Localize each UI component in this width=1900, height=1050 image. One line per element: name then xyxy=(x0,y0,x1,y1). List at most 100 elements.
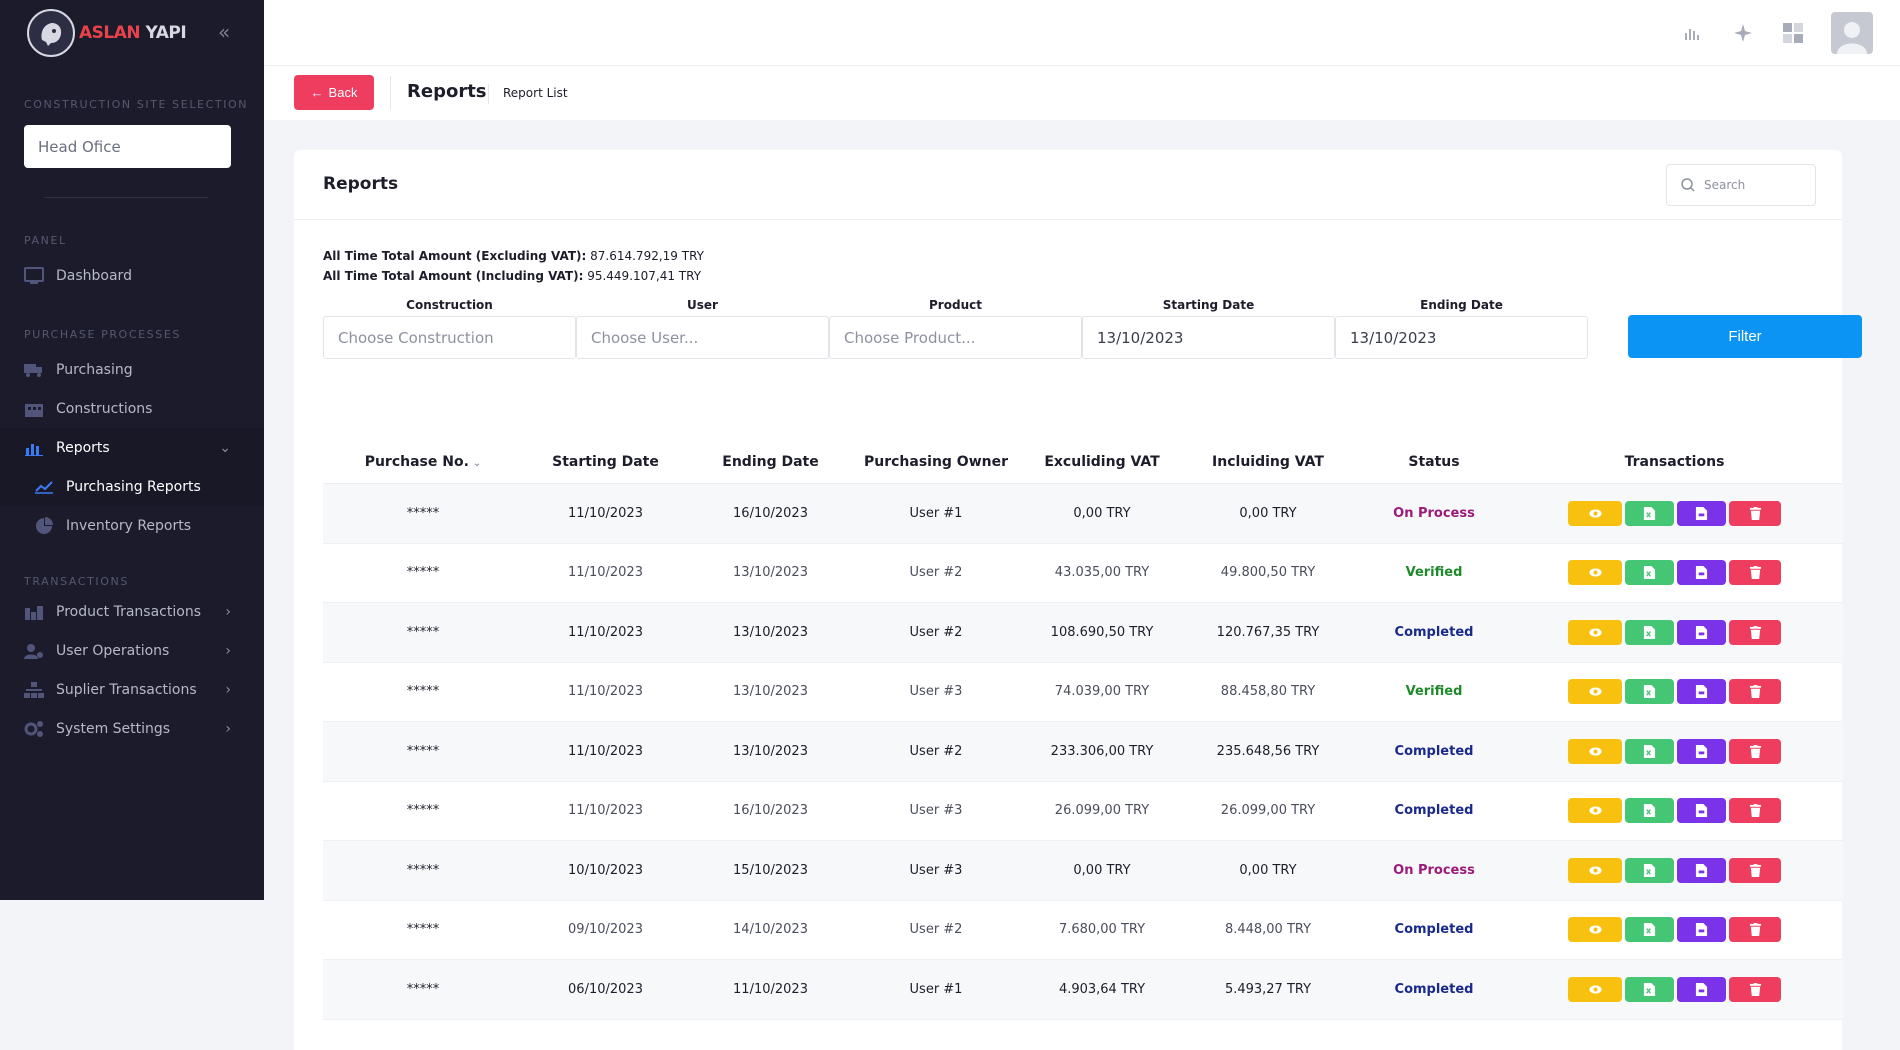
sidebar-item-suplier-transactions[interactable]: Suplier Transactions › xyxy=(0,670,264,709)
delete-button[interactable] xyxy=(1729,976,1781,1002)
sidebar-item-system-settings[interactable]: System Settings › xyxy=(0,709,264,748)
cell-excluding-vat: 26.099,00 TRY xyxy=(1054,803,1150,819)
cell-purchase-no: ***** xyxy=(406,803,440,819)
excel-export-button[interactable] xyxy=(1625,500,1674,526)
table-row: ***** 11/10/2023 16/10/2023 User #3 26.0… xyxy=(323,782,1843,841)
delete-button[interactable] xyxy=(1729,857,1781,883)
grid-apps-icon[interactable] xyxy=(1781,21,1805,45)
sort-icon[interactable]: ⌄ xyxy=(472,457,482,469)
delete-button[interactable] xyxy=(1729,500,1781,526)
excel-export-button[interactable] xyxy=(1625,738,1674,764)
view-button[interactable] xyxy=(1568,500,1622,526)
construction-select[interactable]: Choose Construction xyxy=(323,316,576,359)
status-badge: Verified xyxy=(1405,684,1463,700)
pdf-export-button[interactable] xyxy=(1677,857,1726,883)
sidebar-item-user-operations[interactable]: User Operations › xyxy=(0,631,264,670)
excel-export-button[interactable] xyxy=(1625,560,1674,586)
delete-button[interactable] xyxy=(1729,738,1781,764)
excel-export-button[interactable] xyxy=(1625,679,1674,705)
view-button[interactable] xyxy=(1568,679,1622,705)
view-button[interactable] xyxy=(1568,917,1622,943)
eye-icon xyxy=(1588,568,1602,577)
breadcrumb-bar: ← Back Reports Report List xyxy=(264,66,1900,120)
trash-icon xyxy=(1749,566,1761,580)
brand-logo[interactable]: ASLAN YAPI « xyxy=(0,0,264,66)
pdf-export-button[interactable] xyxy=(1677,917,1726,943)
excel-export-button[interactable] xyxy=(1625,917,1674,943)
header-ending-date: Ending Date xyxy=(722,453,819,470)
view-button[interactable] xyxy=(1568,798,1622,824)
cell-purchase-no: ***** xyxy=(406,624,440,640)
pdf-export-button[interactable] xyxy=(1677,560,1726,586)
sidebar-item-inventory-reports[interactable]: Inventory Reports xyxy=(0,506,264,545)
cell-ending-date: 13/10/2023 xyxy=(733,624,808,640)
view-button[interactable] xyxy=(1568,738,1622,764)
excel-export-button[interactable] xyxy=(1625,619,1674,645)
cell-purchase-no: ***** xyxy=(406,922,440,938)
chevron-down-icon: ⌄ xyxy=(219,439,231,456)
view-button[interactable] xyxy=(1568,857,1622,883)
pdf-export-button[interactable] xyxy=(1677,738,1726,764)
delete-button[interactable] xyxy=(1729,679,1781,705)
eye-icon xyxy=(1588,628,1602,637)
eye-icon xyxy=(1588,687,1602,696)
delete-button[interactable] xyxy=(1729,798,1781,824)
cell-transactions xyxy=(1517,917,1832,943)
delete-button[interactable] xyxy=(1729,917,1781,943)
cell-starting-date: 11/10/2023 xyxy=(568,743,643,759)
back-label: Back xyxy=(328,85,358,100)
excel-export-button[interactable] xyxy=(1625,976,1674,1002)
sidebar-item-dashboard[interactable]: Dashboard xyxy=(0,256,264,295)
total-incl-value: 95.449.107,41 TRY xyxy=(583,269,702,283)
trash-icon xyxy=(1749,923,1761,937)
filter-row: Construction Choose Construction User Ch… xyxy=(323,298,1862,360)
excel-export-button[interactable] xyxy=(1625,798,1674,824)
breadcrumb-sub[interactable]: Report List xyxy=(503,86,568,100)
sidebar-item-purchasing[interactable]: Purchasing xyxy=(0,350,264,389)
back-button[interactable]: ← Back xyxy=(294,75,374,110)
pdf-export-button[interactable] xyxy=(1677,619,1726,645)
sidebar-item-product-transactions[interactable]: Product Transactions › xyxy=(0,592,264,631)
cell-starting-date: 11/10/2023 xyxy=(568,803,643,819)
filter-button[interactable]: Filter xyxy=(1628,315,1862,358)
construction-filter: Construction Choose Construction xyxy=(323,298,576,359)
sidebar-item-purchasing-reports[interactable]: Purchasing Reports xyxy=(0,467,264,506)
excel-export-button[interactable] xyxy=(1625,857,1674,883)
row-actions xyxy=(1517,917,1832,943)
delete-button[interactable] xyxy=(1729,619,1781,645)
cell-including-vat: 26.099,00 TRY xyxy=(1220,803,1316,819)
cell-purchase-no: ***** xyxy=(406,505,440,521)
sparkle-icon[interactable] xyxy=(1731,21,1755,45)
sidebar-item-label: Purchasing Reports xyxy=(66,478,201,495)
file-excel-icon xyxy=(1643,923,1656,937)
pdf-export-button[interactable] xyxy=(1677,976,1726,1002)
sidebar-item-reports[interactable]: Reports ⌄ xyxy=(0,428,264,467)
view-button[interactable] xyxy=(1568,976,1622,1002)
sidebar-item-label: User Operations xyxy=(56,642,170,659)
user-avatar[interactable] xyxy=(1831,12,1873,54)
pdf-export-button[interactable] xyxy=(1677,798,1726,824)
page-title: Reports xyxy=(407,81,487,102)
site-selector[interactable]: Head Ofice xyxy=(24,125,231,168)
user-select[interactable]: Choose User... xyxy=(576,316,829,359)
search-input[interactable]: Search xyxy=(1666,164,1816,206)
sidebar-item-constructions[interactable]: Constructions xyxy=(0,389,264,428)
cell-including-vat: 0,00 TRY xyxy=(1239,862,1297,878)
header-purchase-no[interactable]: Purchase No. ⌄ xyxy=(323,454,523,470)
cell-starting-date: 11/10/2023 xyxy=(568,684,643,700)
view-button[interactable] xyxy=(1568,560,1622,586)
delete-button[interactable] xyxy=(1729,560,1781,586)
end-date-input[interactable]: 13/10/2023 xyxy=(1335,316,1588,359)
view-button[interactable] xyxy=(1568,619,1622,645)
cell-transactions xyxy=(1517,560,1832,586)
start-date-input[interactable]: 13/10/2023 xyxy=(1082,316,1335,359)
collapse-sidebar-icon[interactable]: « xyxy=(218,20,231,44)
pdf-export-button[interactable] xyxy=(1677,500,1726,526)
stats-icon[interactable] xyxy=(1681,21,1705,45)
end-date-filter: Ending Date 13/10/2023 xyxy=(1335,298,1588,359)
pdf-export-button[interactable] xyxy=(1677,679,1726,705)
divider xyxy=(390,76,391,110)
file-pdf-icon xyxy=(1695,685,1708,699)
start-date-filter: Starting Date 13/10/2023 xyxy=(1082,298,1335,359)
product-select[interactable]: Choose Product... xyxy=(829,316,1082,359)
